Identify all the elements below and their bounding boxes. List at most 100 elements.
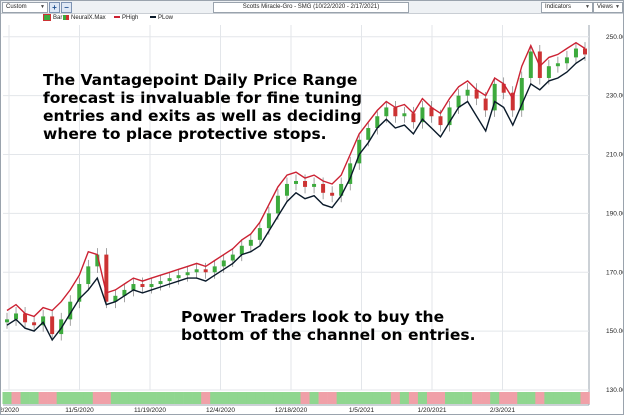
price-bar bbox=[384, 107, 389, 117]
neural-strip-cell bbox=[381, 392, 392, 404]
price-bar bbox=[5, 319, 9, 323]
toolbar: Custom ▼ + − Scotts Miracle-Gro - SMG (1… bbox=[1, 1, 623, 14]
neural-strip-cell bbox=[228, 392, 238, 404]
chevron-down-icon: ▼ bbox=[615, 4, 620, 10]
price-bar bbox=[573, 48, 578, 58]
neural-strip-cell bbox=[336, 392, 346, 404]
price-bar bbox=[528, 51, 533, 78]
neural-strip-cell bbox=[110, 392, 121, 404]
price-bar bbox=[212, 266, 217, 273]
neural-strip-cell bbox=[535, 392, 545, 404]
price-bar bbox=[583, 48, 587, 55]
neural-strip-cell bbox=[165, 392, 175, 404]
y-tick-label: 150.00 bbox=[606, 328, 623, 335]
x-tick-label: 1/5/2021 bbox=[349, 407, 375, 414]
price-bar bbox=[375, 116, 380, 129]
y-tick-label: 190.00 bbox=[606, 210, 623, 217]
price-bar bbox=[203, 269, 208, 273]
price-bar bbox=[564, 57, 569, 64]
price-bar bbox=[510, 92, 515, 111]
plow-line bbox=[6, 56, 586, 342]
price-bar bbox=[456, 95, 461, 108]
neural-strip-cell bbox=[137, 392, 148, 404]
price-bar bbox=[357, 139, 362, 164]
neural-strip-cell bbox=[399, 392, 410, 404]
preset-select[interactable]: Custom ▼ bbox=[2, 2, 48, 13]
legend-bar: Bar bbox=[43, 14, 62, 23]
price-bar bbox=[41, 316, 46, 326]
neural-strip-cell bbox=[526, 392, 536, 404]
neural-strip-cell bbox=[499, 392, 509, 404]
neural-strip-cell bbox=[183, 392, 193, 404]
neural-strip-cell bbox=[463, 392, 473, 404]
price-bar bbox=[50, 316, 55, 335]
price-bar bbox=[393, 107, 398, 117]
neural-strip-cell bbox=[264, 392, 274, 404]
neural-strip-cell bbox=[146, 392, 157, 404]
indicators-select[interactable]: Indicators ▼ bbox=[541, 2, 593, 13]
chevron-down-icon: ▼ bbox=[585, 4, 590, 10]
y-tick-label: 170.00 bbox=[606, 269, 623, 276]
neural-strip-cell bbox=[544, 392, 554, 404]
neural-strip-cell bbox=[490, 392, 500, 404]
neural-strip-cell bbox=[435, 392, 446, 404]
neural-strip-cell bbox=[300, 392, 310, 404]
x-tick-label: 12/4/2020 bbox=[206, 407, 235, 414]
views-label: Views bbox=[597, 4, 613, 10]
neural-strip-cell bbox=[29, 392, 39, 404]
neural-strip-cell bbox=[174, 392, 184, 404]
neural-strip-cell bbox=[47, 392, 57, 404]
price-bar bbox=[294, 181, 298, 184]
neural-strip-cell bbox=[580, 392, 590, 404]
y-tick-label: 210.00 bbox=[606, 152, 623, 159]
neural-strip-cell bbox=[156, 392, 166, 404]
price-bar bbox=[366, 128, 371, 140]
neural-strip-cell bbox=[219, 392, 229, 404]
neural-strip-cell bbox=[282, 392, 292, 404]
price-bar bbox=[149, 284, 154, 287]
views-select[interactable]: Views ▼ bbox=[593, 2, 623, 13]
price-bar bbox=[420, 107, 425, 123]
legend-neural: NeuralX.Max bbox=[63, 14, 106, 23]
x-tick-label: 2/2020 bbox=[1, 407, 19, 414]
neural-strip-cell bbox=[119, 392, 130, 404]
chart-title: Scotts Miracle-Gro - SMG (10/22/2020 - 2… bbox=[213, 2, 409, 13]
y-tick-label: 230.00 bbox=[606, 93, 623, 100]
price-bar bbox=[501, 83, 506, 93]
x-tick-label: 11/19/2020 bbox=[134, 407, 166, 414]
neural-strip-cell bbox=[11, 392, 21, 404]
legend: Bar NeuralX.Max PHigh PLow bbox=[1, 14, 623, 23]
neural-strip-cell bbox=[454, 392, 464, 404]
price-bar bbox=[339, 183, 344, 196]
price-bar bbox=[519, 77, 524, 111]
legend-phigh: PHigh bbox=[114, 14, 138, 23]
neural-strip-cell bbox=[363, 392, 374, 404]
neural-strip-cell bbox=[273, 392, 283, 404]
zoom-in-button[interactable]: + bbox=[49, 2, 60, 13]
neural-strip-cell bbox=[318, 392, 328, 404]
neural-strip-cell bbox=[345, 392, 356, 404]
price-bar bbox=[492, 83, 497, 111]
phigh-swatch-icon bbox=[114, 15, 120, 19]
neural-strip-cell bbox=[237, 392, 247, 404]
neural-strip-cell bbox=[83, 392, 94, 404]
neural-strip-cell bbox=[20, 392, 30, 404]
neural-strip-cell bbox=[472, 392, 482, 404]
price-bar bbox=[474, 89, 479, 99]
price-bar bbox=[113, 295, 118, 302]
price-bar bbox=[257, 228, 262, 240]
neural-strip-cell bbox=[56, 392, 67, 404]
neural-strip-cell bbox=[508, 392, 518, 404]
price-bar bbox=[194, 269, 199, 273]
legend-phigh-label: PHigh bbox=[122, 15, 139, 21]
price-bar bbox=[546, 66, 551, 78]
price-bar bbox=[266, 213, 271, 229]
zoom-out-button[interactable]: − bbox=[61, 2, 72, 13]
neural-strip-cell bbox=[201, 392, 211, 404]
chevron-down-icon: ▼ bbox=[40, 4, 45, 10]
price-bar bbox=[330, 192, 335, 196]
neural-strip-cell bbox=[327, 392, 337, 404]
price-bar bbox=[104, 254, 109, 302]
